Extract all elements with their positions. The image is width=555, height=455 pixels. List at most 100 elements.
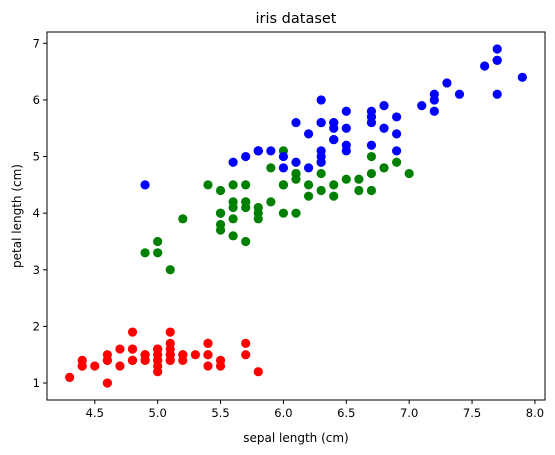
data-point xyxy=(228,197,238,207)
data-point xyxy=(316,151,326,162)
x-tick-label: 4.5 xyxy=(86,406,104,420)
data-point xyxy=(140,355,150,365)
data-point xyxy=(165,265,175,275)
data-point xyxy=(165,344,175,354)
x-tick-label: 8.0 xyxy=(526,406,544,420)
data-point xyxy=(404,168,414,179)
data-point xyxy=(354,174,364,184)
y-tick-label: 1 xyxy=(33,376,40,390)
series-0 xyxy=(65,327,263,388)
data-point xyxy=(203,361,213,371)
data-point xyxy=(215,361,226,371)
data-point xyxy=(316,95,326,105)
y-tick-label: 3 xyxy=(33,263,40,277)
data-point xyxy=(341,106,351,116)
data-point xyxy=(178,214,188,224)
data-point xyxy=(379,163,389,173)
data-point xyxy=(253,367,263,377)
y-tick-label: 5 xyxy=(33,150,40,164)
data-point xyxy=(102,378,112,388)
data-point xyxy=(215,185,226,196)
data-point xyxy=(329,180,339,190)
data-point xyxy=(203,338,213,348)
data-point xyxy=(429,106,439,116)
data-point xyxy=(127,327,138,337)
data-point xyxy=(190,350,200,360)
y-tick-label: 4 xyxy=(33,206,40,220)
axis-ticks-layer: 4.5 5.0 5.5 6.0 6.5 7.0 7.5 8.0 1 2 3 4 5 6 7 xyxy=(33,36,544,420)
data-point xyxy=(241,180,251,190)
data-point xyxy=(215,225,226,235)
data-point xyxy=(392,129,402,139)
data-point xyxy=(303,129,314,139)
data-point xyxy=(316,117,326,128)
data-point xyxy=(178,350,188,360)
data-point xyxy=(241,236,251,247)
data-point xyxy=(266,146,276,156)
data-point xyxy=(266,163,276,173)
data-point xyxy=(303,191,314,201)
data-point xyxy=(203,180,213,190)
data-point xyxy=(253,208,263,218)
x-axis-label: sepal length (cm) xyxy=(243,431,348,445)
data-point xyxy=(454,89,465,99)
data-point xyxy=(341,174,351,184)
data-point xyxy=(366,112,377,122)
data-point xyxy=(303,180,314,190)
data-point xyxy=(253,146,263,156)
data-point xyxy=(442,78,452,88)
data-point xyxy=(153,355,163,365)
series-2 xyxy=(140,44,527,190)
data-point xyxy=(153,344,163,354)
data-point xyxy=(392,112,402,122)
data-point xyxy=(329,134,339,145)
data-point xyxy=(379,101,389,111)
data-point xyxy=(127,355,138,365)
data-point xyxy=(316,168,326,179)
data-point xyxy=(278,180,289,190)
data-point xyxy=(228,180,238,190)
data-point xyxy=(366,151,377,162)
data-point xyxy=(341,123,351,133)
y-axis-label: petal length (cm) xyxy=(10,164,24,268)
data-point xyxy=(153,236,163,247)
data-point xyxy=(90,361,100,371)
data-point xyxy=(228,157,238,167)
x-tick-label: 6.0 xyxy=(274,406,292,420)
data-point xyxy=(492,44,502,54)
x-tick-label: 6.5 xyxy=(337,406,355,420)
data-point xyxy=(291,157,301,167)
data-point xyxy=(329,123,339,133)
x-tick-label: 5.5 xyxy=(211,406,229,420)
data-point xyxy=(417,101,427,111)
data-point xyxy=(492,55,502,65)
data-point xyxy=(303,163,314,173)
data-point xyxy=(127,344,138,354)
data-point xyxy=(241,338,251,348)
chart-title: iris dataset xyxy=(255,11,336,27)
data-point xyxy=(480,61,490,71)
data-point xyxy=(241,202,251,213)
data-point xyxy=(278,208,289,218)
y-tick-label: 6 xyxy=(33,93,40,107)
data-point xyxy=(215,208,226,218)
data-point xyxy=(102,355,112,365)
x-tick-label: 5.0 xyxy=(149,406,167,420)
y-tick-label: 2 xyxy=(33,319,40,333)
plot-area-frame xyxy=(46,31,546,401)
data-point xyxy=(228,231,238,241)
data-points-layer xyxy=(65,44,527,388)
data-point xyxy=(316,185,326,196)
data-point xyxy=(115,344,125,354)
data-point xyxy=(517,72,527,82)
x-tick-label: 7.5 xyxy=(463,406,481,420)
data-point xyxy=(341,140,351,150)
data-point xyxy=(278,151,289,162)
data-point xyxy=(77,361,87,371)
data-point xyxy=(140,248,150,258)
data-point xyxy=(278,163,289,173)
data-point xyxy=(65,372,75,382)
series-1 xyxy=(140,146,414,275)
